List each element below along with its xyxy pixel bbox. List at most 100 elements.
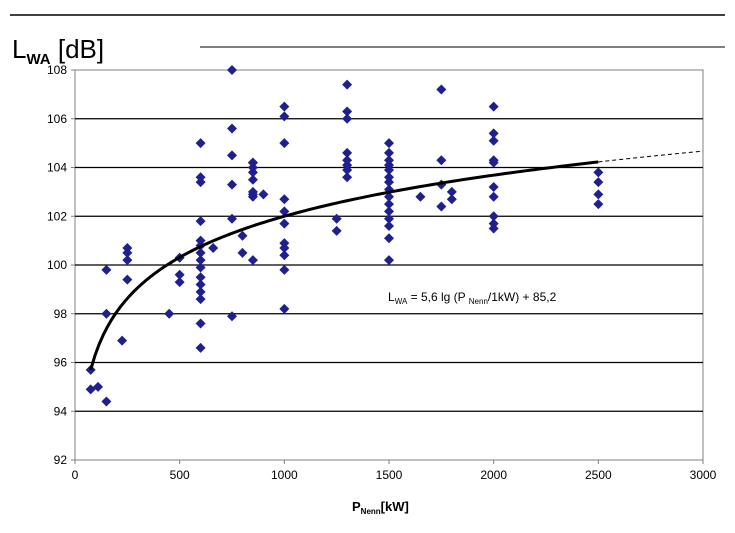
data-point [384, 206, 394, 217]
data-point [279, 111, 290, 122]
data-point [384, 191, 394, 202]
y-tick-label: 92 [54, 453, 68, 467]
data-point [279, 138, 290, 149]
data-point [436, 155, 447, 166]
data-point [258, 189, 269, 200]
data-point [331, 213, 342, 224]
data-point [593, 199, 604, 210]
data-point [237, 247, 248, 258]
y-tick-label: 96 [54, 356, 68, 370]
y-tick-label: 98 [54, 307, 68, 321]
data-point [227, 65, 237, 75]
data-point [384, 155, 394, 166]
data-point [279, 206, 290, 217]
data-point [488, 211, 499, 222]
x-axis-label: PNenn[kW] [352, 499, 409, 516]
x-tick-label: 2000 [480, 468, 507, 482]
data-point [446, 186, 457, 197]
data-point [384, 138, 394, 149]
y-tick-label: 100 [47, 258, 67, 272]
data-point [195, 318, 206, 329]
data-point [101, 396, 112, 407]
data-point [247, 157, 258, 168]
data-point [436, 201, 447, 212]
fit-equation-label: LWA = 5,6 lg (P Nenn/1kW) + 85,2 [388, 290, 557, 306]
data-point [195, 294, 206, 305]
x-tick-label: 0 [72, 468, 79, 482]
y-tick-label: 94 [54, 404, 68, 418]
y-tick-labels: 92 94 96 98 100 102 104 106 108 [47, 63, 75, 467]
y-tick-label: 104 [47, 161, 67, 175]
data-point [488, 182, 499, 192]
y-tick-label: 106 [47, 112, 67, 126]
data-point [342, 106, 353, 117]
data-point [331, 225, 342, 236]
data-point [593, 177, 604, 188]
data-point [195, 272, 206, 283]
x-tick-label: 3000 [690, 468, 717, 482]
data-point [279, 238, 290, 249]
data-point [593, 189, 604, 200]
data-point [279, 194, 290, 205]
data-point [415, 191, 426, 202]
data-point [488, 155, 499, 166]
data-point [122, 242, 133, 253]
data-point [342, 155, 353, 166]
y-axis-label: LWA [dB] [12, 34, 104, 68]
data-point [195, 342, 206, 353]
x-tick-label: 1000 [271, 468, 298, 482]
data-point [593, 167, 604, 178]
fit-curve [89, 160, 599, 371]
data-point [227, 311, 237, 322]
data-point [195, 279, 206, 290]
data-point [279, 218, 290, 229]
x-tick-label: 2500 [585, 468, 612, 482]
data-point [117, 335, 128, 346]
data-point [279, 303, 290, 314]
data-point [101, 264, 112, 275]
data-points [85, 65, 604, 407]
x-tick-labels: 0 500 1000 1500 2000 2500 3000 [72, 460, 717, 482]
data-point [195, 138, 206, 149]
data-point [122, 255, 133, 266]
data-point [384, 199, 394, 210]
data-point [101, 308, 112, 319]
data-point [195, 235, 206, 246]
x-tick-label: 1500 [376, 468, 403, 482]
data-point [195, 247, 206, 258]
y-tick-label: 108 [47, 63, 67, 77]
data-point [164, 308, 175, 319]
data-point [195, 255, 206, 266]
data-point [446, 194, 457, 205]
data-point [488, 101, 499, 112]
y-tick-label: 102 [47, 209, 67, 223]
data-point [384, 213, 394, 224]
data-point [247, 186, 258, 197]
data-point [488, 135, 499, 146]
plot-area: 92 94 96 98 100 102 104 106 108 0 500 1000 1500 2000… [47, 63, 717, 482]
fit-curve-extrapolation [598, 150, 704, 163]
data-point [342, 172, 353, 183]
data-point [279, 101, 290, 112]
data-point [227, 150, 237, 161]
data-point [237, 230, 248, 241]
data-point [342, 147, 353, 158]
data-point [384, 147, 394, 158]
data-point [195, 172, 206, 183]
data-point [342, 113, 353, 124]
x-tick-label: 500 [170, 468, 190, 482]
data-point [247, 174, 258, 185]
data-point [122, 274, 133, 285]
data-point [436, 84, 447, 95]
data-point [195, 216, 206, 227]
data-point [174, 269, 185, 280]
data-point [93, 381, 104, 392]
data-point [174, 277, 185, 288]
data-point [342, 79, 353, 90]
data-point [384, 172, 394, 183]
data-point [247, 255, 258, 266]
data-point [195, 262, 206, 273]
data-point [227, 213, 237, 224]
data-point [488, 191, 499, 202]
